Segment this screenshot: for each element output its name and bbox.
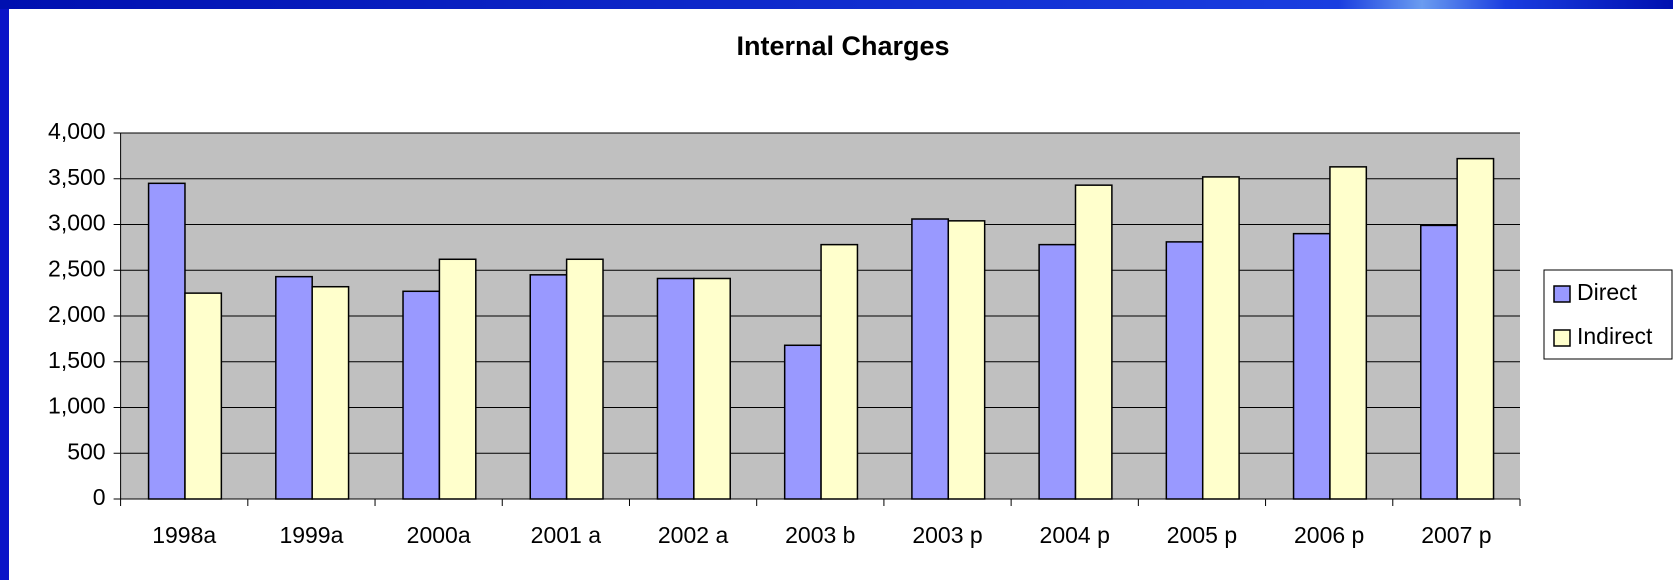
x-tick-label: 2001 a (531, 522, 602, 548)
bar (1456, 157, 1495, 500)
bar (438, 258, 477, 500)
bar (820, 243, 859, 500)
bar (147, 182, 186, 500)
bar (311, 285, 350, 500)
bar (565, 258, 604, 500)
x-tick-label: 2007 p (1421, 522, 1491, 548)
bar (1292, 232, 1331, 500)
x-tick-label: 2004 p (1040, 522, 1110, 548)
bar (1420, 224, 1458, 500)
bar (529, 274, 568, 500)
bar (1165, 241, 1204, 500)
x-tick-label: 1998a (152, 522, 216, 548)
bar (947, 220, 986, 500)
y-tick-label: 2,000 (48, 301, 106, 327)
y-tick-label: 3,000 (48, 210, 106, 236)
legend-label: Direct (1577, 279, 1638, 305)
y-tick-label: 1,500 (48, 347, 106, 373)
bar (275, 275, 313, 500)
x-tick-label: 2005 p (1167, 522, 1237, 548)
bar (693, 277, 731, 500)
y-tick-label: 0 (93, 484, 106, 510)
chart-title: Internal Charges (736, 31, 949, 61)
y-tick-label: 500 (67, 438, 105, 464)
bar (1201, 176, 1240, 500)
x-tick-label: 2003 b (785, 522, 855, 548)
bar (184, 292, 223, 500)
bar (402, 290, 441, 500)
bar (1074, 184, 1113, 500)
x-tick-label: 2000a (407, 522, 471, 548)
y-tick-label: 1,000 (48, 393, 106, 419)
y-tick-label: 2,500 (48, 255, 106, 281)
x-tick-label: 1999a (279, 522, 343, 548)
x-tick-label: 2003 p (912, 522, 982, 548)
legend-swatch (1553, 285, 1571, 303)
legend-label: Indirect (1577, 323, 1653, 349)
bar (783, 344, 822, 500)
bar (911, 218, 950, 500)
x-tick-label: 2006 p (1294, 522, 1364, 548)
bar (656, 277, 695, 500)
y-tick-label: 3,500 (48, 164, 106, 190)
bar (1329, 166, 1368, 500)
bar (1038, 243, 1077, 500)
x-tick-label: 2002 a (658, 522, 729, 548)
y-tick-label: 4,000 (48, 118, 106, 144)
top-band (0, 0, 1673, 9)
legend-swatch (1553, 329, 1571, 347)
